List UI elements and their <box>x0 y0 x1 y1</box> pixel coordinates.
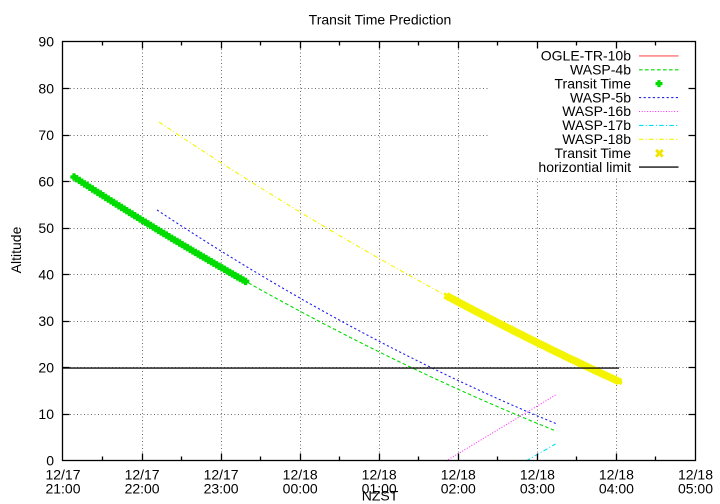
svg-text:12/18: 12/18 <box>599 467 634 483</box>
svg-text:WASP-4b: WASP-4b <box>570 62 631 78</box>
svg-text:90: 90 <box>38 34 54 50</box>
svg-text:70: 70 <box>38 127 54 143</box>
svg-text:00:00: 00:00 <box>283 481 318 497</box>
svg-text:12/17: 12/17 <box>45 467 80 483</box>
svg-text:WASP-5b: WASP-5b <box>570 89 631 105</box>
svg-text:WASP-16b: WASP-16b <box>562 103 631 119</box>
svg-text:Transit Time: Transit Time <box>555 75 632 91</box>
svg-text:12/18: 12/18 <box>520 467 555 483</box>
svg-text:22:00: 22:00 <box>125 481 160 497</box>
svg-text:Altitude: Altitude <box>8 226 24 273</box>
svg-text:horizontial limit: horizontial limit <box>538 159 631 175</box>
svg-text:12/18: 12/18 <box>441 467 476 483</box>
svg-text:50: 50 <box>38 220 54 236</box>
svg-text:02:00: 02:00 <box>441 481 476 497</box>
svg-text:20: 20 <box>38 360 54 376</box>
svg-text:12/17: 12/17 <box>125 467 160 483</box>
svg-text:05:00: 05:00 <box>678 481 713 497</box>
svg-text:0: 0 <box>46 453 54 469</box>
svg-text:12/18: 12/18 <box>283 467 318 483</box>
svg-text:40: 40 <box>38 267 54 283</box>
svg-text:WASP-18b: WASP-18b <box>562 131 631 147</box>
svg-text:Transit Time: Transit Time <box>555 145 632 161</box>
svg-text:OGLE-TR-10b: OGLE-TR-10b <box>541 48 631 64</box>
svg-text:Transit Time Prediction: Transit Time Prediction <box>309 12 452 28</box>
svg-text:80: 80 <box>38 80 54 96</box>
svg-text:NZST: NZST <box>362 488 399 504</box>
svg-text:23:00: 23:00 <box>204 481 239 497</box>
svg-text:WASP-17b: WASP-17b <box>562 117 631 133</box>
svg-text:21:00: 21:00 <box>45 481 80 497</box>
svg-text:10: 10 <box>38 406 54 422</box>
svg-text:03:00: 03:00 <box>520 481 555 497</box>
svg-text:60: 60 <box>38 173 54 189</box>
svg-text:12/18: 12/18 <box>678 467 713 483</box>
svg-text:04:00: 04:00 <box>599 481 634 497</box>
svg-text:12/17: 12/17 <box>204 467 239 483</box>
svg-text:12/18: 12/18 <box>362 467 397 483</box>
svg-text:30: 30 <box>38 313 54 329</box>
svg-text:01:00: 01:00 <box>362 481 397 497</box>
